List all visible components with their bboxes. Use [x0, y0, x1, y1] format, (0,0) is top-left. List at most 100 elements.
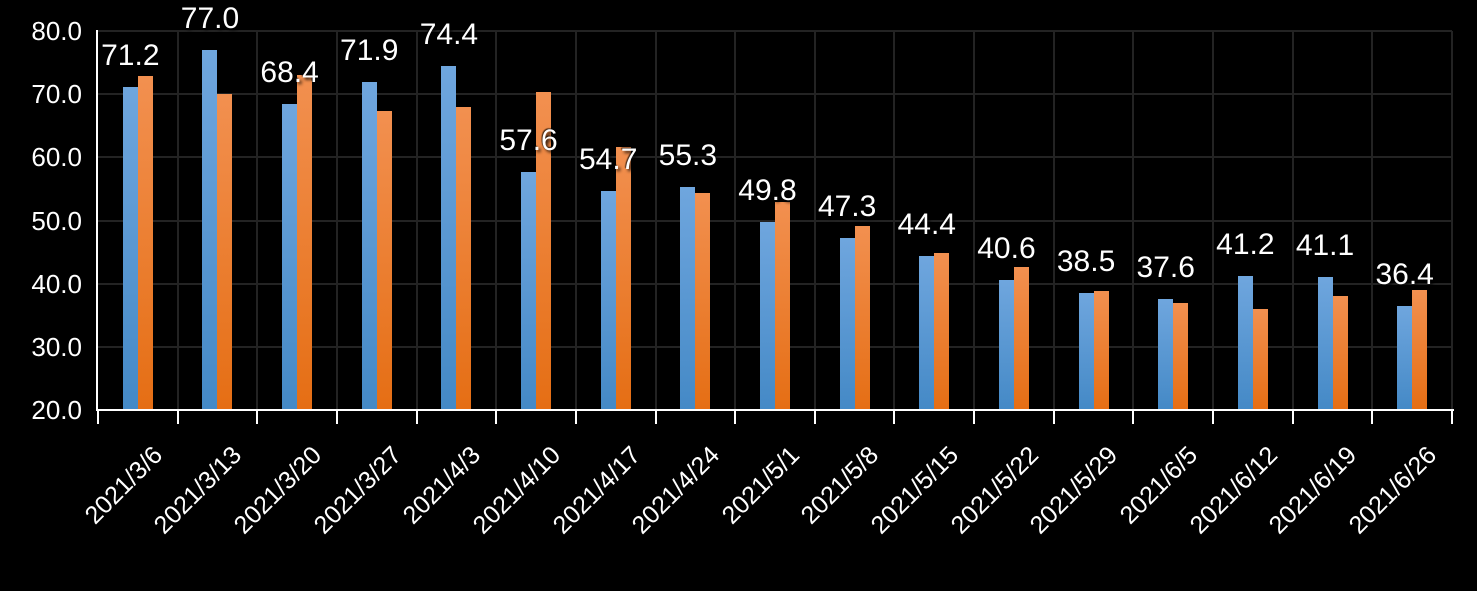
vertical-gridline [256, 31, 259, 410]
y-axis-tick-label: 30.0 [31, 331, 82, 362]
x-axis-tick-label: 2021/4/10 [467, 441, 566, 540]
x-axis-tick [893, 411, 896, 424]
x-axis-tick [335, 411, 338, 424]
vertical-gridline [1291, 31, 1294, 410]
bar-orange-series [615, 147, 631, 410]
x-axis-tick-label: 2021/6/26 [1343, 441, 1442, 540]
bar-blue-series [760, 221, 775, 410]
bar-orange-series [695, 193, 711, 410]
vertical-gridline [1212, 31, 1215, 410]
bar-orange-series [1013, 267, 1029, 410]
vertical-gridline [1132, 31, 1135, 410]
vertical-gridline [1371, 31, 1374, 410]
bar-orange-series [137, 76, 153, 410]
data-label: 47.3 [817, 189, 877, 223]
data-label: 37.6 [1136, 250, 1195, 284]
data-label: 71.2 [101, 38, 160, 72]
x-axis-tick [1371, 411, 1374, 424]
data-label: 49.8 [738, 173, 797, 207]
bar-blue-series [202, 49, 218, 410]
vertical-gridline [495, 31, 498, 410]
bar-orange-series [536, 91, 552, 410]
horizontal-gridline [98, 93, 1452, 96]
x-axis-tick-label: 2021/5/1 [716, 441, 805, 530]
bar-blue-series [600, 190, 616, 410]
bar-orange-series [1332, 296, 1348, 410]
bar-blue-series [122, 86, 138, 410]
vertical-gridline [813, 31, 816, 410]
x-axis-tick [495, 411, 498, 424]
vertical-gridline [574, 31, 577, 410]
x-axis-tick [1212, 411, 1215, 424]
y-axis-tick-label: 80.0 [31, 16, 82, 46]
bar-blue-series [919, 255, 935, 410]
bar-blue-series [361, 82, 377, 410]
x-axis-tick [973, 411, 976, 424]
x-axis-tick [1291, 411, 1294, 424]
vertical-gridline [654, 31, 657, 410]
data-label: 54.7 [579, 142, 638, 176]
x-axis-tick [97, 411, 99, 424]
y-axis-tick-label: 40.0 [31, 268, 82, 299]
vertical-gridline [973, 31, 976, 410]
vertical-gridline [734, 31, 737, 410]
bar-blue-series [282, 104, 298, 410]
bar-blue-series [1158, 298, 1174, 410]
y-axis-line [96, 30, 98, 411]
bar-orange-series [1173, 302, 1189, 410]
vertical-gridline [1052, 31, 1055, 410]
x-axis-tick [654, 411, 657, 424]
bar-blue-series [1078, 293, 1094, 410]
y-axis-tick-label: 60.0 [31, 142, 82, 173]
vertical-gridline [893, 31, 896, 410]
bar-blue-series [998, 279, 1014, 410]
y-axis-tick-label: 20.0 [31, 395, 82, 425]
bar-orange-series [934, 253, 950, 410]
x-axis-tick [1052, 411, 1055, 424]
data-label: 74.4 [419, 18, 479, 52]
data-label: 68.4 [260, 56, 319, 90]
x-axis-line [96, 409, 1454, 411]
x-axis-tick-label: 2021/5/15 [865, 441, 965, 540]
bar-orange-series [854, 225, 870, 410]
data-label: 44.4 [897, 207, 956, 241]
data-label: 36.4 [1375, 258, 1434, 292]
bar-blue-series [521, 172, 537, 410]
bar-orange-series [456, 106, 472, 410]
bar-orange-series [1093, 291, 1109, 410]
bar-blue-series [441, 66, 457, 410]
data-label: 41.1 [1295, 228, 1355, 262]
vertical-gridline [1451, 31, 1453, 410]
vertical-gridline [335, 31, 338, 410]
bar-orange-series [297, 74, 313, 410]
bar-orange-series [1412, 289, 1428, 410]
bar-orange-series [775, 201, 790, 410]
data-label: 40.6 [977, 231, 1036, 265]
data-label: 77.0 [180, 1, 240, 35]
x-axis-tick [1451, 411, 1453, 424]
bar-blue-series [839, 237, 855, 410]
data-label: 57.6 [499, 124, 558, 158]
bar-orange-series [376, 110, 392, 410]
data-label: 71.9 [340, 34, 399, 68]
bar-blue-series [1397, 306, 1413, 410]
x-axis-tick [256, 411, 259, 424]
x-axis-tick [574, 411, 577, 424]
vertical-gridline [415, 31, 418, 410]
y-axis-tick-label: 50.0 [31, 205, 82, 236]
horizontal-gridline [98, 156, 1452, 159]
bar-orange-series [1252, 308, 1268, 410]
vertical-gridline [176, 31, 179, 410]
x-axis-tick [734, 411, 737, 424]
x-axis-tick [176, 411, 179, 424]
horizontal-gridline [98, 30, 1452, 32]
x-axis-tick [415, 411, 418, 424]
x-axis-tick [1132, 411, 1135, 424]
x-axis-tick-label: 2021/3/20 [228, 441, 327, 540]
y-axis-tick-label: 70.0 [31, 79, 82, 110]
bar-blue-series [1237, 276, 1253, 410]
x-axis-tick [813, 411, 816, 424]
bar-orange-series [217, 93, 233, 410]
bar-blue-series [680, 187, 696, 410]
